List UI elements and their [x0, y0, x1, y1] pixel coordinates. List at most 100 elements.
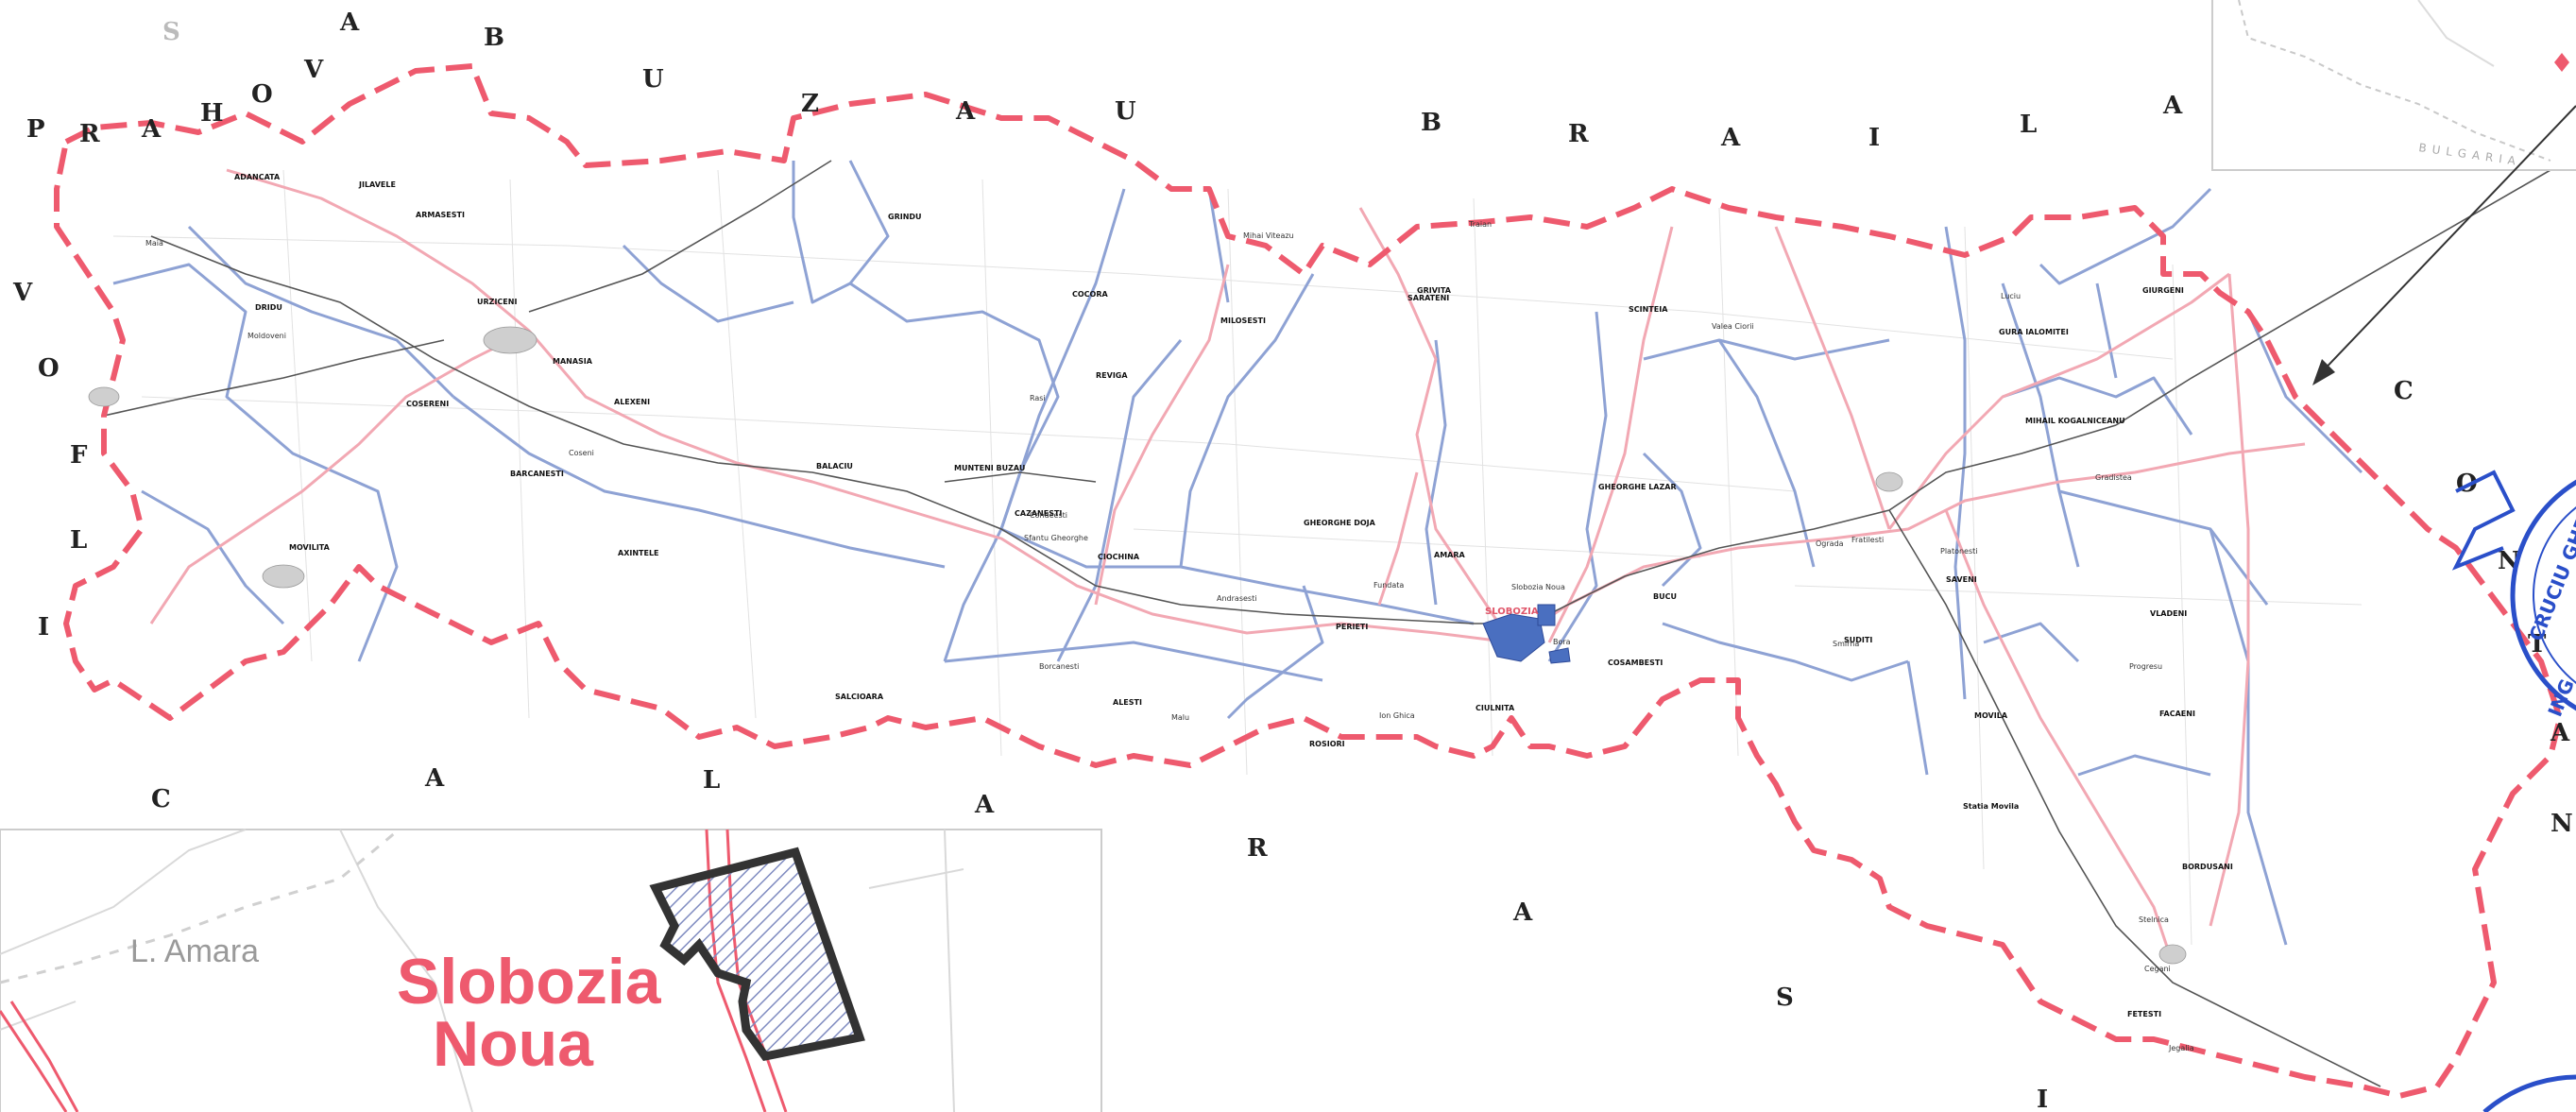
place-label-balaciu: BALACIU: [816, 462, 853, 470]
svg-text:A: A: [2162, 92, 2183, 120]
svg-text:H: H: [200, 99, 224, 128]
place-label-gheorghe-lazar: GHEORGHE LAZAR: [1598, 483, 1677, 491]
roads: [149, 168, 2306, 965]
built-areas: [1482, 604, 1571, 664]
place-label-rasi: Rasi: [1030, 394, 1046, 402]
place-label-andrasesti: Andrasesti: [1217, 594, 1256, 603]
place-label-cosereni: COSERENI: [406, 400, 449, 408]
region-braila: B R A I L A: [1421, 92, 2183, 152]
region-prahova: P R A H O V A: [26, 9, 360, 148]
place-label-movila: MOVILA: [1974, 711, 2008, 720]
region-ilfov: I L F O V: [12, 279, 88, 642]
place-label-urziceni: URZICENI: [477, 298, 517, 306]
svg-text:R: R: [79, 120, 100, 148]
svg-text:R: R: [1568, 120, 1589, 148]
place-label-luciu: Luciu: [2001, 292, 2021, 300]
place-label-facaeni: FACAENI: [2159, 710, 2195, 718]
place-label-bora: Bora: [1553, 638, 1571, 646]
place-label-mihail-kogalniceanu: MIHAIL KOGALNICEANU: [2025, 417, 2125, 425]
place-label-progresu: Progresu: [2129, 662, 2162, 671]
place-label-jegalia: Jegalia: [2168, 1044, 2194, 1052]
place-label-alexeni: ALEXENI: [614, 398, 650, 406]
place-label-axintele: AXINTELE: [618, 549, 659, 557]
place-label-borcanesti: Borcanesti: [1039, 662, 1079, 671]
svg-text:S: S: [1776, 984, 1794, 1012]
svg-text:B: B: [484, 24, 504, 52]
inset-lake-label: L. Amara: [130, 933, 259, 969]
place-label-sarateni: SARATENI: [1407, 294, 1449, 302]
place-label-reviga: REVIGA: [1096, 371, 1128, 380]
svg-text:I: I: [38, 613, 49, 642]
place-label-saveni: SAVENI: [1946, 575, 1977, 584]
place-label-coseni: Coseni: [569, 449, 594, 457]
place-label-stefan-voda: Statia Movila: [1963, 802, 2019, 811]
svg-text:Z: Z: [801, 90, 819, 118]
svg-text:N: N: [2550, 810, 2573, 838]
place-label-scinteia: SCINTEIA: [1629, 305, 1668, 314]
locator-frame: [2211, 0, 2576, 171]
place-label-grivita: GRIVITA: [1417, 286, 1452, 295]
place-labels: URZICENI COSERENI MANASIA ALEXENI GRINDU COCO…: [145, 173, 2233, 1052]
svg-text:O: O: [38, 354, 60, 383]
place-label-gura-ialomitei: GURA IALOMITEI: [1999, 328, 2069, 336]
place-label-ciulnita: CIULNITA: [1476, 704, 1515, 712]
locator-border: [2238, 0, 2551, 162]
svg-text:F: F: [70, 441, 88, 470]
place-label-ciochina: CIOCHINA: [1098, 553, 1140, 561]
svg-text:A: A: [339, 9, 360, 37]
svg-text:CRUCIU GHE: CRUCIU GHE: [2524, 514, 2576, 643]
place-label-condeesti: Condeesti: [1030, 511, 1067, 520]
place-label-rosiori: ROSIORI: [1309, 740, 1345, 748]
place-label-stelnica: Stelnica: [2139, 915, 2169, 924]
place-label-vlasin: VLADENI: [2150, 609, 2187, 618]
svg-text:I: I: [1868, 124, 1880, 152]
svg-text:B: B: [1421, 109, 1442, 137]
svg-text:O: O: [251, 80, 273, 109]
place-label-bucu: BUCU: [1653, 592, 1677, 601]
region-calarasi: C A L A R A S I: [151, 764, 2048, 1112]
locator-river: [2417, 0, 2495, 67]
svg-text:A: A: [141, 115, 162, 144]
inset-frame: [0, 829, 1102, 1112]
place-label-gradistea: Gradistea: [2095, 473, 2132, 482]
inset-title-line2: Noua: [433, 1008, 594, 1080]
inset-lines: [0, 829, 964, 1112]
place-label-jilavele: JILAVELE: [358, 180, 396, 189]
svg-text:L: L: [2020, 111, 2037, 139]
place-label-traian: Traian: [1468, 220, 1492, 229]
place-label-manasia: MANASIA: [553, 357, 593, 366]
svg-text:I: I: [2037, 1086, 2048, 1112]
place-label-munteni-buzau: MUNTENI BUZAU: [954, 464, 1025, 472]
place-label-cocora: COCORA: [1072, 290, 1109, 299]
place-label-fundata: Fundata: [1373, 581, 1404, 590]
county-boundary: [54, 63, 2563, 1099]
place-label-cazanesti: CAZANESTI: [1015, 509, 1062, 518]
svg-text:L: L: [703, 766, 720, 795]
commune-borders: [112, 160, 2363, 946]
place-label-slobozia-noua-small: Slobozia Noua: [1511, 583, 1565, 591]
railway: [103, 160, 2551, 1087]
place-label-ion-ghica: Ion Ghica: [1379, 711, 1415, 720]
place-label-moldoveni: Moldoveni: [247, 332, 286, 340]
inset-slobozia-noua: L. Amara Slobozia Noua: [0, 829, 1102, 1112]
svg-text:O: O: [2456, 470, 2478, 498]
place-label-perieti: PERIETI: [1336, 623, 1368, 631]
region-top-s: S: [162, 18, 180, 46]
inset-lake-shore: [0, 830, 398, 984]
place-label-barcanesti: BARCANESTI: [510, 470, 564, 478]
svg-text:U: U: [1115, 97, 1136, 126]
svg-text:A: A: [1512, 898, 1533, 927]
region-labels: P R A H O V A S B U Z A U B R A I L A I …: [12, 9, 2573, 1112]
inset-locator: BULGARIA: [2211, 0, 2576, 171]
inset-title-line1: Slobozia: [397, 946, 662, 1018]
place-label-milosesti: MILOSESTI: [1220, 316, 1266, 325]
field-grid: [112, 169, 2363, 946]
place-label-movilita: MOVILITA: [289, 543, 331, 552]
place-label-cosambesti: COSAMBESTI: [1608, 659, 1663, 667]
svg-text:A: A: [2550, 719, 2570, 747]
place-label-armasesti: ARMASESTI: [416, 211, 465, 219]
inset-parcel: [649, 847, 865, 1061]
place-label-grindu: GRINDU: [888, 213, 922, 221]
place-label-gheorghe-doja: GHEORGHE DOJA: [1304, 519, 1376, 527]
